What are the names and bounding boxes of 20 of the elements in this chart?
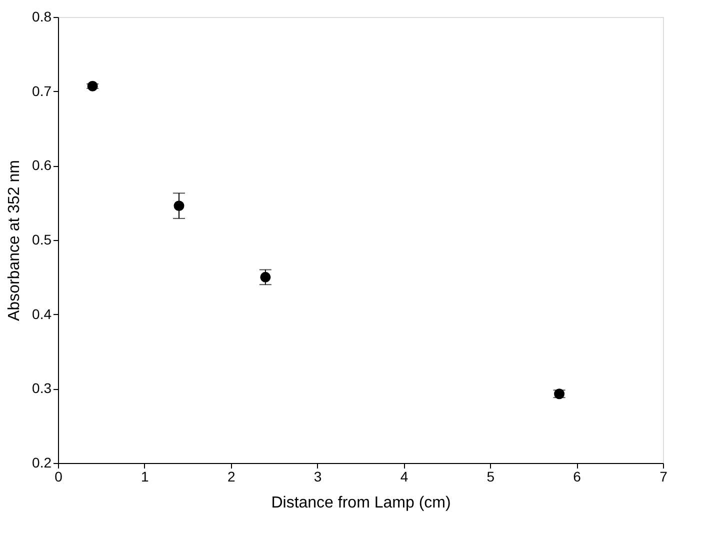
y-tick-label: 0.2 xyxy=(32,454,52,470)
x-tick-label: 1 xyxy=(141,468,150,484)
y-tick-label: 0.3 xyxy=(32,380,52,396)
y-tick-label: 0.8 xyxy=(32,8,52,24)
point xyxy=(260,272,271,282)
x-tick-label: 5 xyxy=(486,468,495,484)
y-axis-title: Absorbance at 352 nm xyxy=(6,160,24,321)
x-axis-title: Distance from Lamp (cm) xyxy=(271,494,451,512)
x-tick-label: 2 xyxy=(227,468,236,484)
x-tick-label: 7 xyxy=(660,468,668,484)
x-tick-label: 3 xyxy=(314,468,322,484)
x-tick-label: 0 xyxy=(54,468,63,484)
y-tick-label: 0.6 xyxy=(32,157,52,174)
y-tick-label: 0.7 xyxy=(32,82,52,99)
point xyxy=(174,200,184,212)
y-tick-label: 0.5 xyxy=(32,232,52,248)
point xyxy=(87,80,98,92)
x-tick-label: 4 xyxy=(400,468,408,484)
x-tick-label: 6 xyxy=(573,468,582,484)
y-tick-label: 0.4 xyxy=(32,306,52,322)
